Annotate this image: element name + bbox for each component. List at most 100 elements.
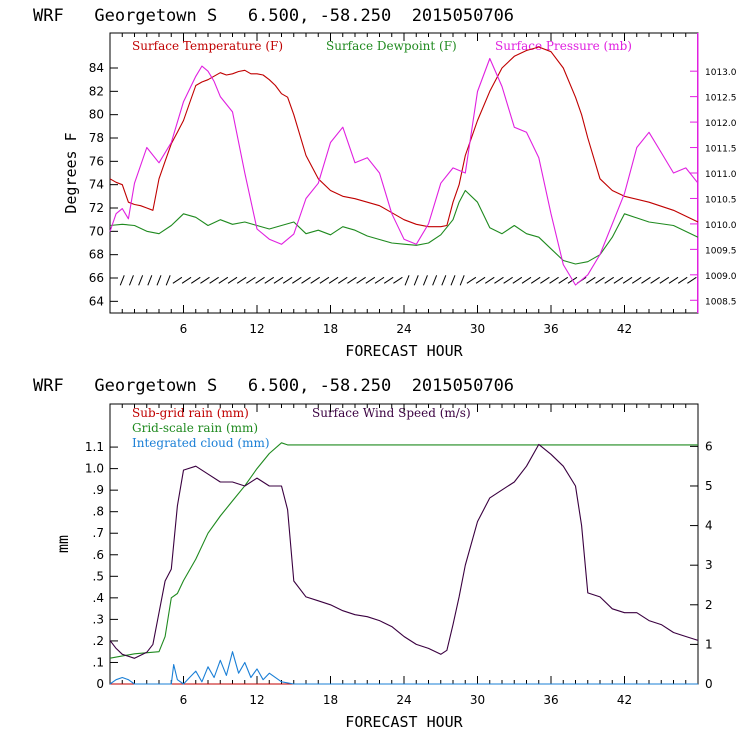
wind-barb [236,276,247,284]
p2-y-tick-label: .1 [93,655,104,669]
p2-x-tick-label: 36 [543,693,558,707]
surface-temperature-f-line [109,46,699,228]
legend-gridscale-rain: Grid-scale rain (mm) [132,421,258,435]
wind-barb [521,276,532,284]
wind-barb [595,276,605,284]
wind-barb [165,275,171,286]
wind-barb [292,276,302,284]
wind-barb [687,276,697,284]
p1-y-tick-label: 70 [89,224,104,238]
p1-y-tick-label: 72 [89,201,104,215]
p1-x-tick-label: 18 [323,322,338,336]
p1-y2-tick-label: 1010.0 [705,221,737,231]
p1-y-tick-label: 78 [89,131,104,145]
p2-y2-tick-label: 3 [705,558,713,572]
wind-barb [227,276,238,284]
wind-barb [328,276,339,284]
p2-y2-tick-label: 0 [705,677,713,691]
p2-y-tick-label: 0 [96,677,104,691]
p2-y-tick-label: .8 [93,505,104,519]
wind-barb [138,275,144,286]
legend-temperature: Surface Temperature (F) [132,39,283,53]
p1-y2-tick-label: 1012.5 [705,94,737,104]
panel-1-ticks: 6 12 18 24 30 36 42 64 66 68 70 72 74 76 78 80 82 84 1008.… [89,33,737,336]
wind-barb [422,275,428,286]
p2-x-tick-label: 30 [470,693,485,707]
wind-barb [282,276,293,284]
wind-barb [450,275,456,286]
wind-barb [273,276,284,284]
wind-barb [209,276,219,284]
wind-barb [558,276,569,284]
panel-1-ylabel: Degrees F [62,132,80,213]
wind-barb [301,276,311,284]
p1-x-tick-label: 36 [543,322,558,336]
p2-y-tick-label: .9 [93,483,104,497]
wind-barb [147,275,153,286]
wind-barb [650,276,660,284]
p2-y2-tick-label: 4 [705,519,713,533]
wind-barb [494,276,504,284]
p1-y-tick-label: 64 [89,294,104,308]
wind-barb [310,276,320,284]
wind-barb [484,276,495,284]
wind-barb [475,276,486,284]
panel-2-ticks: 6 12 18 24 30 36 420.1.2.3.4.5.6.7.8.91.01.101… [85,404,713,707]
p1-y-tick-label: 68 [89,248,104,262]
wind-barb [190,276,201,284]
surface-wind-speed-m-s-line [109,443,699,659]
p2-y-tick-label: .2 [93,634,104,648]
legend-wind-speed: Surface Wind Speed (m/s) [312,406,471,420]
legend-dewpoint: Surface Dewpoint (F) [326,39,457,53]
legend-subgrid-rain: Sub-grid rain (mm) [132,406,249,420]
p2-x-tick-label: 42 [617,693,632,707]
wind-barb [255,276,265,284]
panel-2-ylabel: mm [54,535,72,553]
p2-y2-tick-label: 5 [705,479,713,493]
panel-1-frame [109,32,699,314]
p1-y-tick-label: 74 [89,178,104,192]
wind-barb [530,276,541,284]
wind-barb [347,276,357,284]
wind-barb [200,276,210,284]
p2-y-tick-label: .7 [93,526,104,540]
panel-1-series [109,46,699,286]
p2-y-tick-label: 1.1 [85,440,104,454]
p1-y2-tick-label: 1009.0 [705,272,737,282]
wind-barb [181,276,192,284]
wind-barb [356,276,366,284]
surface-dewpoint-f-line [109,189,699,265]
p1-y2-tick-label: 1011.0 [705,170,737,180]
panel-2-series [109,442,699,685]
wind-barb [459,275,465,286]
wind-barb [264,276,275,284]
wind-barb [218,276,229,284]
wind-barb [512,276,523,284]
p2-y-tick-label: .3 [93,612,104,626]
p2-x-tick-label: 12 [249,693,264,707]
p2-y2-tick-label: 1 [705,637,713,651]
wind-barb [631,276,642,284]
p2-y-tick-label: 1.0 [85,462,104,476]
p1-y2-tick-label: 1013.0 [705,68,737,78]
wind-barb [128,275,134,286]
panel-1-title: WRF Georgetown S 6.500, -58.250 20150507… [33,6,514,26]
panel-2-title: WRF Georgetown S 6.500, -58.250 20150507… [33,376,514,396]
p1-x-tick-label: 12 [249,322,264,336]
panel-1-xlabel: FORECAST HOUR [345,342,463,360]
wind-barb [365,276,376,284]
p1-y2-tick-label: 1011.5 [705,145,737,155]
wind-barb [156,275,162,286]
p1-y2-tick-label: 1009.5 [705,246,737,256]
p2-y2-tick-label: 6 [705,439,713,453]
p1-y-tick-label: 66 [89,271,104,285]
wind-barb [319,276,330,284]
p1-y2-tick-label: 1010.5 [705,195,737,205]
p2-x-tick-label: 24 [396,693,411,707]
wind-barb [441,275,447,286]
wind-barb [604,276,614,284]
p2-y-tick-label: .5 [93,569,104,583]
wind-barb [549,276,559,284]
